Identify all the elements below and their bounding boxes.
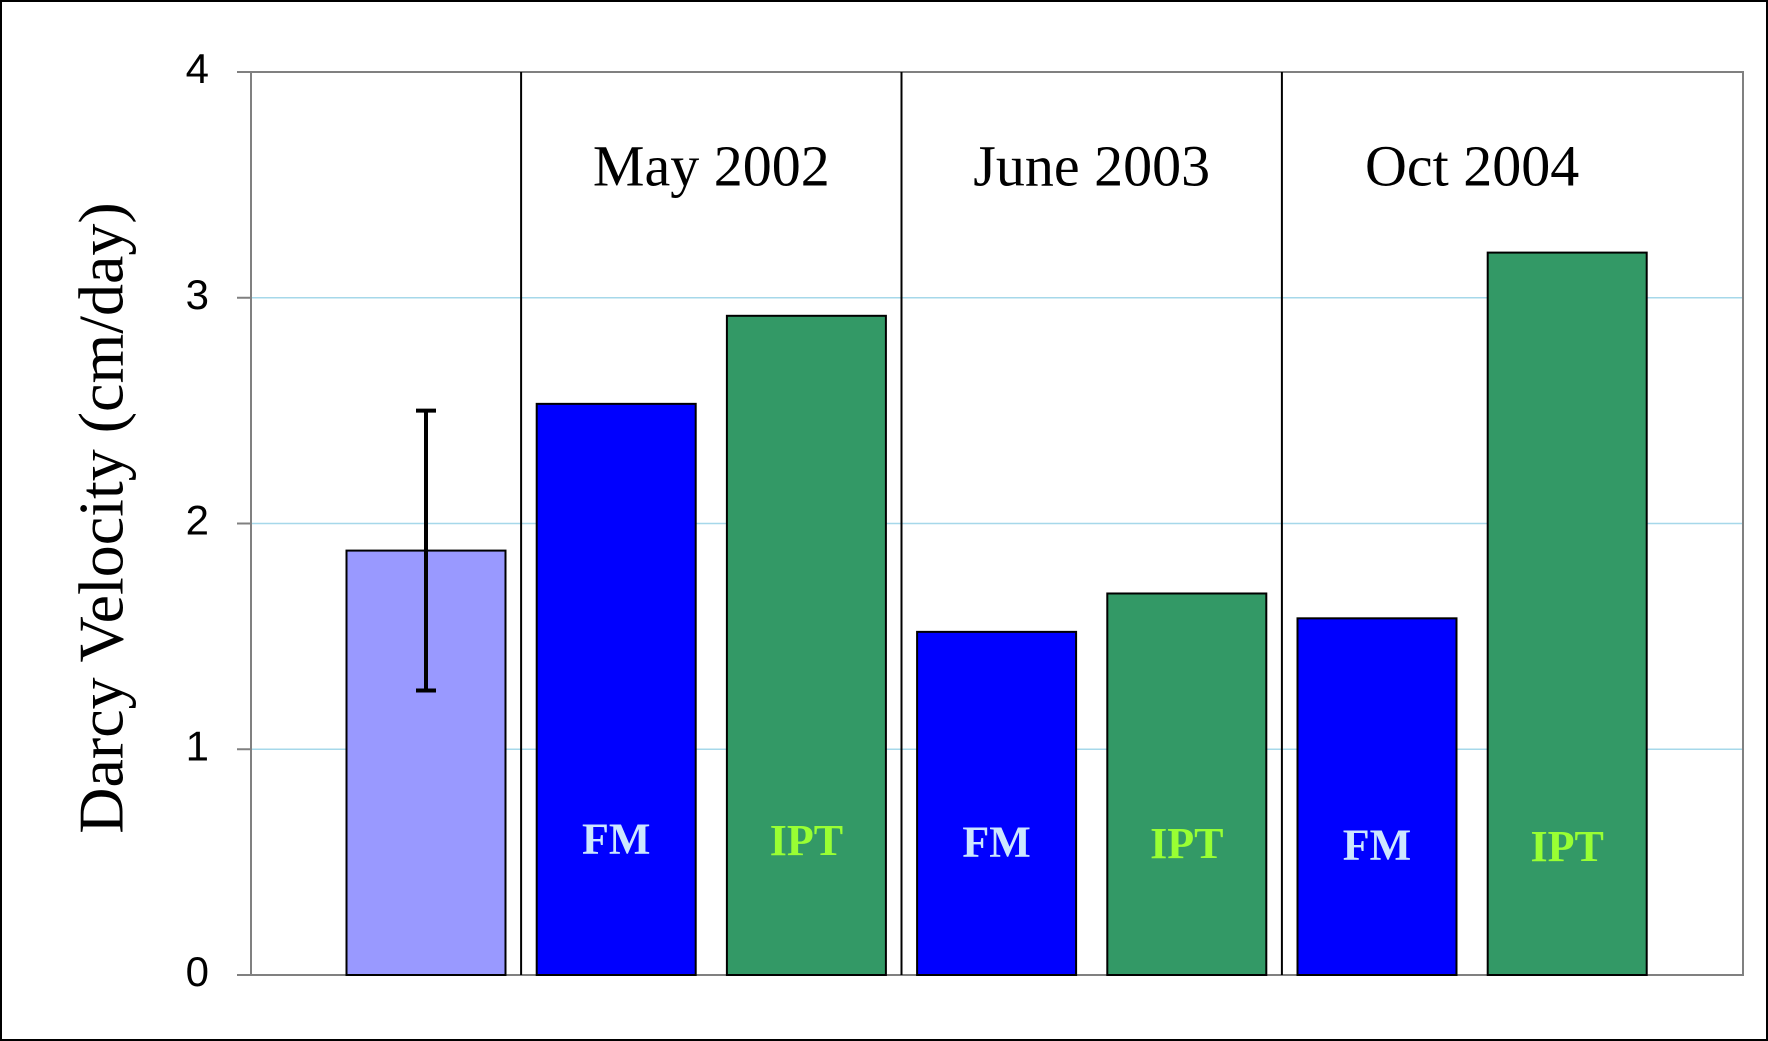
- bar: [916, 630, 1078, 976]
- y-axis-label: Darcy Velocity (cm/day): [66, 202, 137, 833]
- bar-label: FM: [582, 815, 650, 864]
- bar: [535, 402, 697, 977]
- group-label: May 2002: [593, 133, 830, 198]
- bar-label: IPT: [1531, 822, 1604, 871]
- bar-label: IPT: [1150, 819, 1223, 868]
- y-tick-label: 2: [186, 497, 209, 544]
- bar-label: FM: [1343, 821, 1411, 870]
- y-tick-label: 1: [186, 722, 209, 769]
- group-label: June 2003: [973, 133, 1210, 198]
- bar-label: IPT: [770, 816, 843, 865]
- group-label: Oct 2004: [1365, 133, 1579, 198]
- bar: [1486, 251, 1648, 977]
- bar: [1106, 592, 1268, 976]
- y-tick-label: 4: [186, 45, 209, 92]
- bar-label: FM: [962, 818, 1030, 867]
- bar: [725, 314, 887, 976]
- bar: [1296, 617, 1458, 976]
- y-tick-label: 3: [186, 271, 209, 318]
- y-tick-label: 0: [186, 948, 209, 995]
